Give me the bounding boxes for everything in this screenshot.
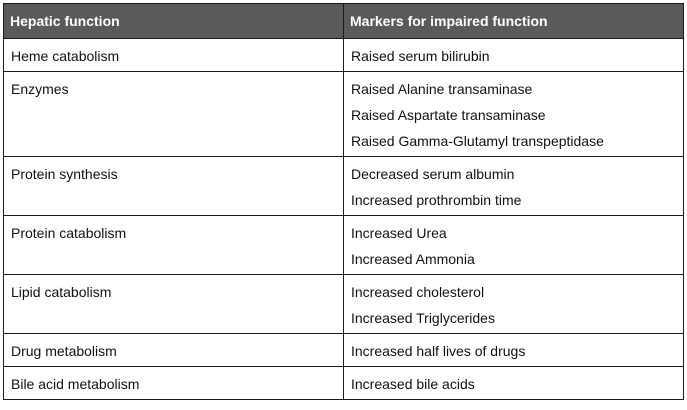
table-row: Heme catabolism Raised serum bilirubin: [4, 39, 683, 72]
marker-cell: Raised Gamma-Glutamyl transpeptidase: [351, 133, 604, 149]
marker-cell: Increased Ammonia: [351, 251, 475, 267]
marker-cell: Increased Urea: [351, 225, 447, 241]
marker-cell: Raised Aspartate transaminase: [351, 107, 546, 123]
function-cell: Heme catabolism: [11, 48, 120, 64]
table-row: Enzymes Raised Alanine transaminase Rais…: [4, 72, 683, 157]
marker-cell: Raised Alanine transaminase: [351, 81, 533, 97]
table-row: Protein catabolism Increased Urea Increa…: [4, 216, 683, 275]
table-row: Lipid catabolism Increased cholesterol I…: [4, 275, 683, 334]
table-header: Hepatic function Markers for impaired fu…: [4, 4, 683, 39]
function-cell: Protein synthesis: [11, 166, 118, 182]
marker-cell: Increased half lives of drugs: [351, 343, 526, 359]
function-cell: Lipid catabolism: [11, 284, 112, 300]
marker-cell: Decreased serum albumin: [351, 166, 515, 182]
marker-cell: Raised serum bilirubin: [351, 48, 490, 64]
marker-cell: Increased bile acids: [351, 376, 475, 392]
hepatic-function-table: Hepatic function Markers for impaired fu…: [3, 3, 684, 400]
header-hepatic-function: Hepatic function: [4, 4, 344, 38]
header-markers: Markers for impaired function: [350, 13, 548, 29]
function-cell: Bile acid metabolism: [11, 376, 140, 392]
function-cell: Drug metabolism: [11, 343, 117, 359]
marker-cell: Increased Triglycerides: [351, 310, 495, 326]
table-row: Protein synthesis Decreased serum albumi…: [4, 157, 683, 216]
marker-cell: Increased prothrombin time: [351, 192, 522, 208]
table-row: Drug metabolism Increased half lives of …: [4, 334, 683, 367]
table-row: Bile acid metabolism Increased bile acid…: [4, 367, 683, 399]
function-cell: Protein catabolism: [11, 225, 127, 241]
marker-cell: Increased cholesterol: [351, 284, 485, 300]
function-cell: Enzymes: [11, 81, 69, 97]
